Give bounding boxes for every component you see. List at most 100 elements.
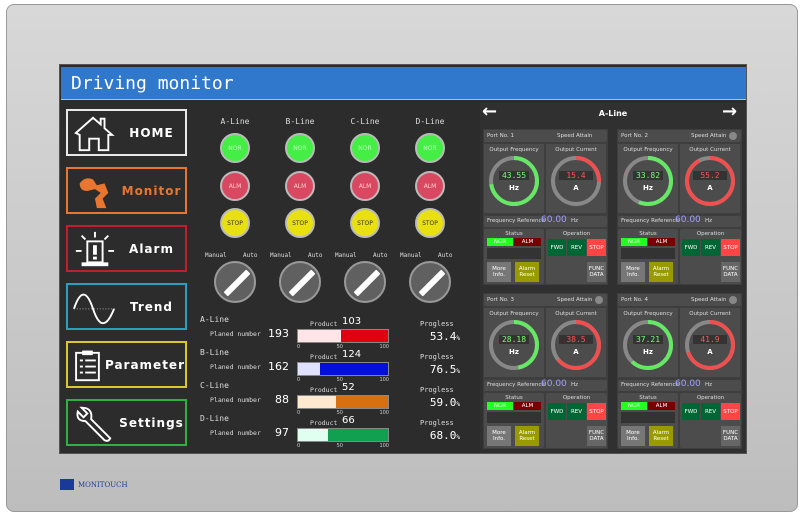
output-frequency-value: 43.55 xyxy=(499,171,529,180)
port-name: Port No. 2 xyxy=(621,133,649,139)
fwd-button[interactable]: FWD xyxy=(682,239,700,256)
line-label: A-Line xyxy=(220,117,250,126)
nav-settings-button[interactable]: Settings xyxy=(66,399,187,446)
freq-label: Output Frequency xyxy=(489,147,539,153)
nav-home-button[interactable]: HOME xyxy=(66,109,187,156)
func-data-button[interactable]: FUNC DATA xyxy=(587,262,606,282)
alarm-reset-button[interactable]: Alarm Reset xyxy=(649,262,673,282)
func-data-button[interactable]: FUNC DATA xyxy=(587,426,606,446)
alm-lamp: ALM xyxy=(220,171,250,201)
current-unit: A xyxy=(707,184,713,192)
func-data-button[interactable]: FUNC DATA xyxy=(721,262,740,282)
manual-auto-selector-switch[interactable] xyxy=(409,261,451,303)
stop-button[interactable]: STOP xyxy=(721,403,740,420)
speed-attain-lamp xyxy=(729,296,737,304)
message-display xyxy=(621,412,675,423)
alm-indicator: ALM xyxy=(648,402,675,410)
progress-label: Progless xyxy=(420,320,454,328)
scale-tick-label: 100 xyxy=(379,344,389,350)
fwd-button[interactable]: FWD xyxy=(548,239,566,256)
more-info-button[interactable]: More Info. xyxy=(487,262,511,282)
planned-label: Planed number xyxy=(210,429,261,437)
speed-attain-label: Speed Attain xyxy=(691,297,727,303)
output-frequency-value: 28.18 xyxy=(499,335,529,344)
rev-button[interactable]: REV xyxy=(567,403,586,420)
port-name: Port No. 4 xyxy=(621,297,649,303)
port-card: Port No. 2 Speed Attain Output Frequency… xyxy=(617,129,742,285)
current-unit: A xyxy=(573,348,579,356)
product-label: Product xyxy=(310,320,338,328)
alarm-reset-button[interactable]: Alarm Reset xyxy=(515,262,539,282)
manual-auto-selector-switch[interactable] xyxy=(344,261,386,303)
planned-number: 97 xyxy=(275,426,289,439)
freq-label: Output Frequency xyxy=(623,147,673,153)
brand-logo: MONITOUCH xyxy=(60,479,128,490)
auto-label: Auto xyxy=(308,252,323,259)
gauge-arc xyxy=(551,156,601,206)
product-number: 52 xyxy=(342,382,355,393)
wrench-icon xyxy=(76,406,112,442)
progress-label: Progless xyxy=(420,386,454,394)
product-label: Product xyxy=(310,353,338,361)
alm-lamp: ALM xyxy=(350,171,380,201)
prev-arrow-button[interactable]: ← xyxy=(482,101,498,122)
hmi-screen: Driving monitor HOME Monitor Alarm Trend Par… xyxy=(59,64,747,454)
nav-monitor-button[interactable]: Monitor xyxy=(66,167,187,214)
stop-button[interactable]: STOP xyxy=(587,239,606,256)
manual-label: Manual xyxy=(335,252,357,259)
rev-button[interactable]: REV xyxy=(567,239,586,256)
stop-lamp: STOP xyxy=(285,208,315,238)
operation-label: Operation xyxy=(562,395,591,401)
frequency-reference-value[interactable]: 60.00 xyxy=(541,215,567,225)
sine-wave-icon xyxy=(73,293,116,324)
more-info-button[interactable]: More Info. xyxy=(621,262,645,282)
operation-label: Operation xyxy=(696,231,725,237)
stop-button[interactable]: STOP xyxy=(587,403,606,420)
frequency-reference-value[interactable]: 60.00 xyxy=(675,379,701,389)
alarm-reset-button[interactable]: Alarm Reset xyxy=(515,426,539,446)
nav-alarm-button[interactable]: Alarm xyxy=(66,225,187,272)
nav-parameter-button[interactable]: Parameter xyxy=(66,341,187,388)
product-number: 124 xyxy=(342,349,362,360)
func-data-button[interactable]: FUNC DATA xyxy=(721,426,740,446)
clipboard-icon xyxy=(75,350,100,381)
auto-label: Auto xyxy=(373,252,388,259)
rev-button[interactable]: REV xyxy=(701,403,720,420)
line-label: D-Line xyxy=(415,117,445,126)
nav-label: Settings xyxy=(119,415,184,430)
manual-auto-selector-switch[interactable] xyxy=(214,261,256,303)
status-label: Status xyxy=(505,231,523,237)
port-name: Port No. 1 xyxy=(487,133,515,139)
nav-trend-button[interactable]: Trend xyxy=(66,283,187,330)
product-number: 66 xyxy=(342,415,355,426)
progress-value: 76.5% xyxy=(429,363,460,376)
fwd-button[interactable]: FWD xyxy=(682,403,700,420)
stop-lamp: STOP xyxy=(220,208,250,238)
nor-indicator: NOR xyxy=(621,402,647,410)
manual-auto-selector-switch[interactable] xyxy=(279,261,321,303)
port-card: Port No. 1 Speed Attain Output Frequency… xyxy=(483,129,608,285)
current-label: Output Current xyxy=(555,147,597,153)
alarm-reset-button[interactable]: Alarm Reset xyxy=(649,426,673,446)
product-bar xyxy=(297,428,389,442)
output-current-value: 15.4 xyxy=(559,171,593,180)
next-arrow-button[interactable]: → xyxy=(722,101,738,122)
scale-tick-label: 0 xyxy=(297,344,301,350)
stop-button[interactable]: STOP xyxy=(721,239,740,256)
fwd-button[interactable]: FWD xyxy=(548,403,566,420)
freq-ref-unit: Hz xyxy=(571,382,579,388)
output-frequency-value: 33.82 xyxy=(633,171,663,180)
more-info-button[interactable]: More Info. xyxy=(621,426,645,446)
rev-button[interactable]: REV xyxy=(701,239,720,256)
nor-indicator: NOR xyxy=(487,402,513,410)
operation-label: Operation xyxy=(562,231,591,237)
planned-number: 162 xyxy=(268,360,289,373)
output-current-value: 41.9 xyxy=(693,335,727,344)
frequency-reference-value[interactable]: 60.00 xyxy=(541,379,567,389)
more-info-button[interactable]: More Info. xyxy=(487,426,511,446)
speed-attain-lamp xyxy=(729,132,737,140)
planned-label: Planed number xyxy=(210,396,261,404)
product-bar xyxy=(297,395,389,409)
frequency-reference-value[interactable]: 60.00 xyxy=(675,215,701,225)
message-display xyxy=(621,248,675,259)
